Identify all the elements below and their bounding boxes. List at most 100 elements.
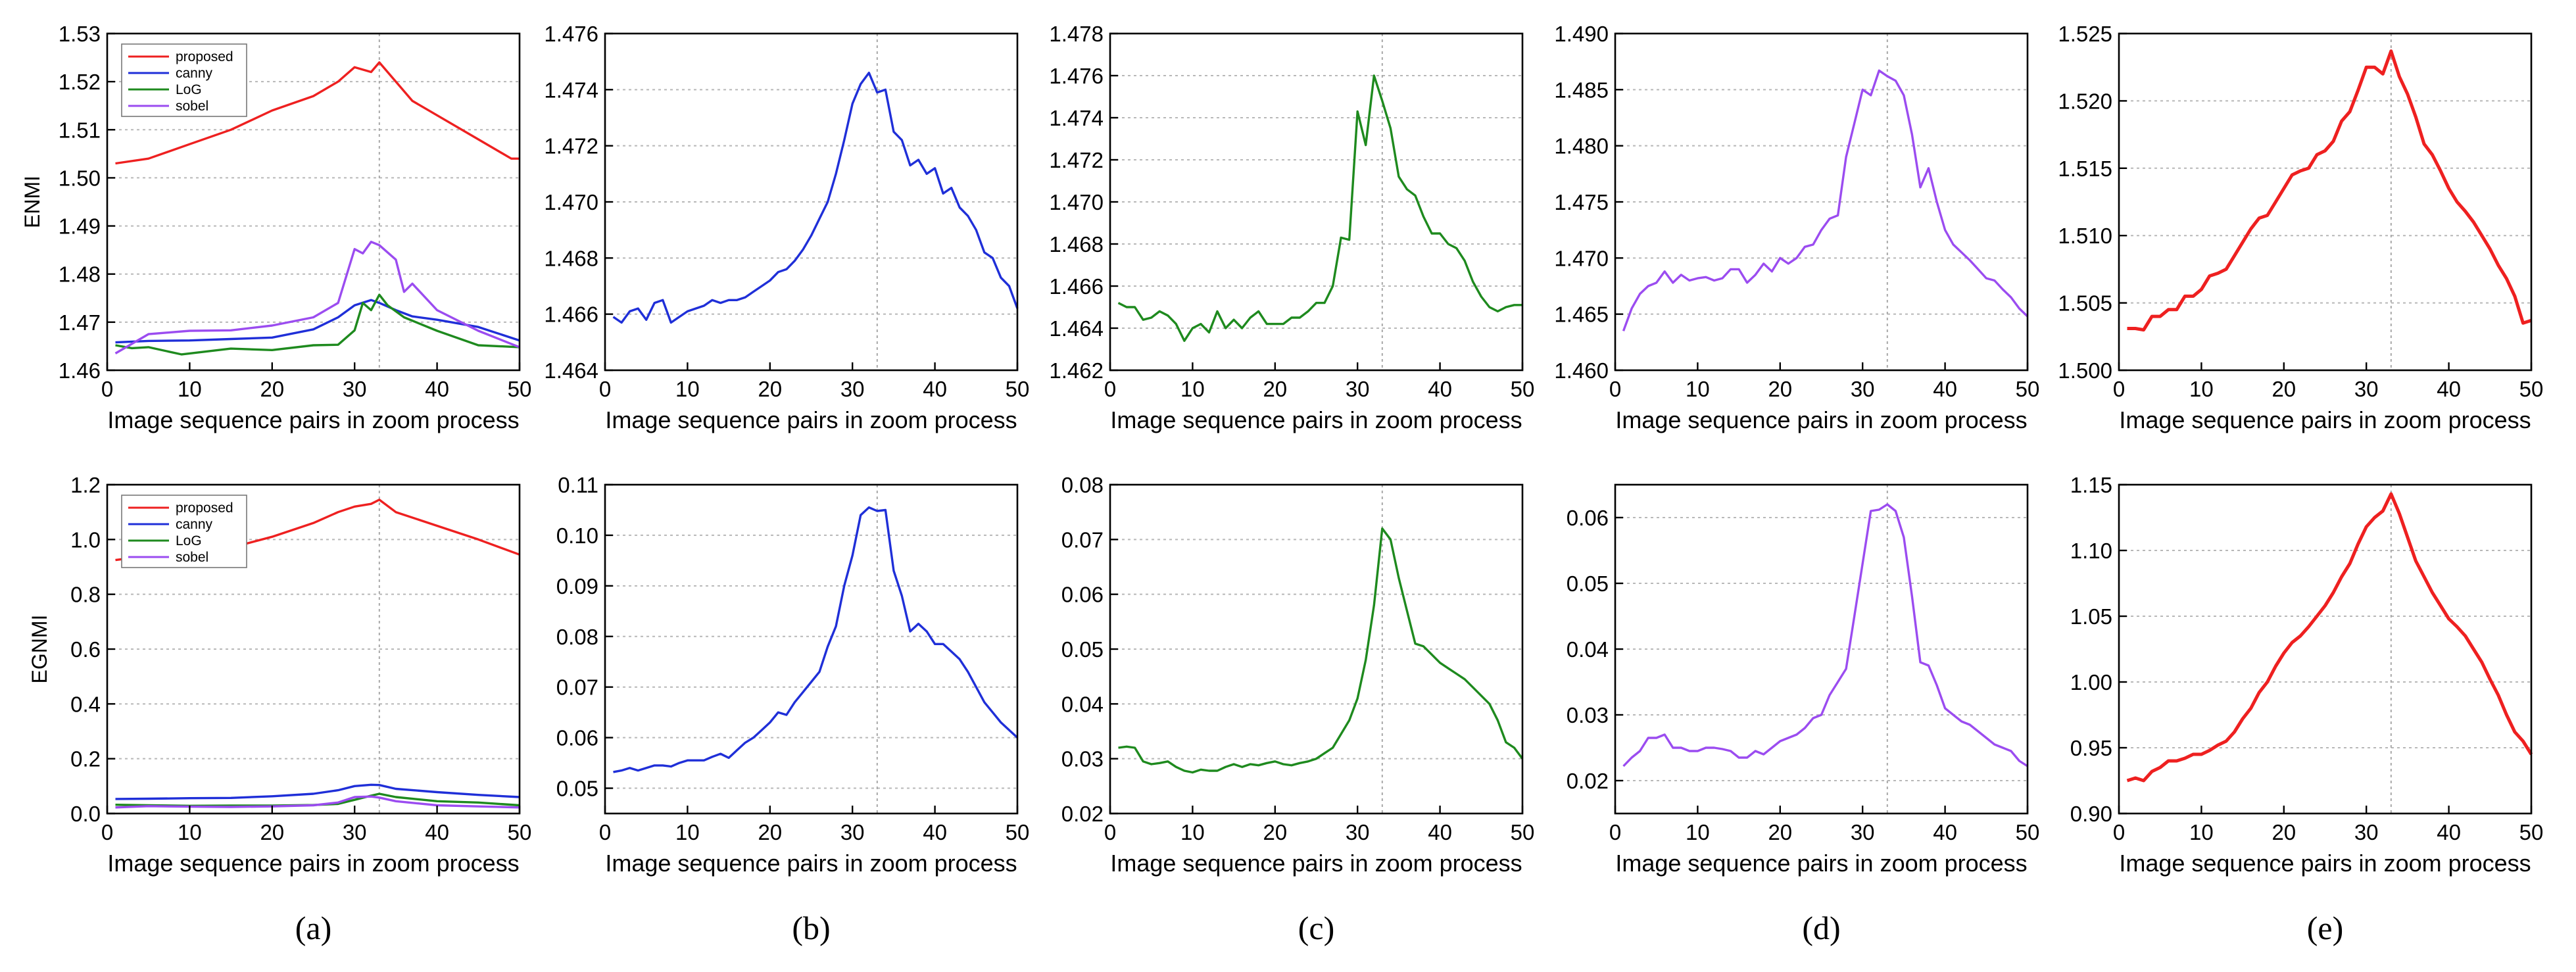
- x-tick-label: 50: [1511, 377, 1535, 401]
- y-tick-label: 0.06: [1567, 506, 1609, 530]
- y-tick-label: 1.10: [2070, 539, 2112, 563]
- panel-caption: (e): [2307, 910, 2344, 946]
- y-tick-label: 1.53: [59, 22, 101, 46]
- y-tick-label: 1.525: [2058, 22, 2112, 46]
- y-tick-label: 0.06: [556, 726, 598, 750]
- y-tick-label: 1.468: [544, 246, 598, 270]
- x-tick-label: 50: [508, 820, 532, 844]
- x-tick-label: 40: [1933, 820, 1957, 844]
- x-tick-label: 0: [101, 820, 113, 844]
- series-line-canny: [613, 506, 1019, 773]
- y-tick-label: 0.07: [1061, 527, 1104, 552]
- y-tick-label: 0.90: [2070, 802, 2112, 826]
- y-tick-label: 0.11: [558, 473, 598, 497]
- y-tick-label: 1.476: [544, 22, 598, 46]
- y-tick-label: 1.480: [1554, 134, 1609, 158]
- x-tick-label: 10: [1686, 377, 1710, 401]
- x-tick-label: 30: [840, 820, 865, 844]
- x-tick-label: 30: [840, 377, 865, 401]
- y-tick-label: 1.470: [1049, 190, 1104, 214]
- y-tick-label: 1.466: [1049, 274, 1104, 299]
- y-tick-label: 0.2: [70, 747, 101, 771]
- x-tick-label: 20: [260, 820, 284, 844]
- x-axis-title: Image sequence pairs in zoom process: [1615, 850, 2027, 877]
- x-tick-label: 10: [1686, 820, 1710, 844]
- x-tick-label: 10: [2189, 820, 2214, 844]
- y-tick-label: 1.48: [59, 262, 101, 287]
- y-axis-title: ENMI: [20, 176, 44, 228]
- x-tick-label: 0: [599, 377, 611, 401]
- y-tick-label: 0.02: [1061, 802, 1104, 826]
- x-tick-label: 50: [508, 377, 532, 401]
- x-tick-label: 30: [343, 820, 367, 844]
- series-line-sobel: [115, 795, 520, 809]
- chart-d-enmi: 0 10 20 30 40 50 1.460 1.465 1.470 1.475 1.480 1.48…: [1554, 22, 2039, 433]
- x-tick-label: 10: [675, 377, 700, 401]
- x-axis-title: Image sequence pairs in zoom process: [1110, 850, 1522, 877]
- y-tick-label: 1.474: [1049, 106, 1104, 130]
- y-tick-label: 1.485: [1554, 78, 1609, 102]
- y-tick-label: 0.06: [1061, 583, 1104, 607]
- chart-c-enmi: 0 10 20 30 40 50 1.462 1.464 1.466 1.468 1.470 1.47…: [1049, 22, 1534, 433]
- x-tick-label: 20: [758, 377, 782, 401]
- y-tick-label: 1.510: [2058, 224, 2112, 248]
- x-tick-label: 50: [2016, 377, 2040, 401]
- y-tick-label: 0.07: [556, 675, 598, 700]
- plot-frame: [2118, 483, 2533, 815]
- x-tick-label: 20: [1768, 820, 1792, 844]
- panel-caption: (d): [1802, 910, 1840, 946]
- y-tick-label: 1.474: [544, 78, 598, 102]
- y-tick-label: 0.05: [1061, 637, 1104, 662]
- chart-c-egnmi: 0 10 20 30 40 50 0.02 0.03 0.04 0.05 0.06 0.07 0.08 I…: [1061, 473, 1535, 946]
- y-tick-label: 1.51: [59, 118, 101, 142]
- series-line-sobel: [1622, 503, 2028, 767]
- y-tick-label: 1.478: [1049, 22, 1104, 46]
- x-tick-label: 0: [101, 377, 113, 401]
- y-tick-label: 0.95: [2070, 736, 2112, 760]
- x-tick-label: 0: [1609, 820, 1621, 844]
- series-line-canny: [612, 71, 1019, 324]
- y-tick-label: 1.476: [1049, 64, 1104, 88]
- x-tick-label: 10: [178, 820, 202, 844]
- y-tick-label: 1.475: [1554, 190, 1609, 214]
- y-tick-label: 0.09: [556, 574, 598, 598]
- x-tick-label: 30: [2354, 377, 2379, 401]
- x-tick-label: 50: [2519, 820, 2544, 844]
- y-tick-label: 1.00: [2070, 670, 2112, 694]
- y-tick-label: 1.505: [2058, 291, 2112, 316]
- y-tick-label: 0.03: [1061, 747, 1104, 771]
- y-tick-label: 1.52: [59, 70, 101, 94]
- y-tick-label: 0.0: [70, 802, 101, 826]
- x-tick-label: 50: [2016, 820, 2040, 844]
- y-tick-label: 1.47: [59, 310, 101, 335]
- legend-label-proposed: proposed: [176, 49, 233, 64]
- y-tick-label: 1.05: [2070, 604, 2112, 629]
- y-tick-label: 1.520: [2058, 89, 2112, 113]
- x-axis-title: Image sequence pairs in zoom process: [1615, 406, 2027, 433]
- chart-d-egnmi: 0 10 20 30 40 50 0.02 0.03 0.04 0.05 0.06 Image seq…: [1567, 483, 2040, 946]
- x-axis-title: Image sequence pairs in zoom process: [107, 406, 519, 433]
- chart-e-enmi: 0 10 20 30 40 50 1.500 1.505 1.510 1.515 1.520 1.52…: [2058, 22, 2543, 433]
- x-tick-label: 10: [2189, 377, 2214, 401]
- x-tick-label: 0: [2113, 820, 2125, 844]
- x-tick-label: 20: [1263, 377, 1287, 401]
- y-tick-label: 1.50: [59, 166, 101, 190]
- legend-label-sobel: sobel: [176, 550, 208, 565]
- x-tick-label: 20: [1263, 820, 1287, 844]
- y-tick-label: 1.472: [1049, 148, 1104, 172]
- series-line-LoG: [1118, 527, 1524, 774]
- x-axis-title: Image sequence pairs in zoom process: [2119, 406, 2531, 433]
- legend-label-LoG: LoG: [176, 82, 202, 97]
- x-tick-label: 40: [1428, 820, 1452, 844]
- x-tick-label: 0: [599, 820, 611, 844]
- y-tick-label: 1.462: [1049, 358, 1104, 383]
- x-tick-label: 10: [178, 377, 202, 401]
- x-tick-label: 0: [1609, 377, 1621, 401]
- y-tick-label: 1.464: [544, 358, 598, 383]
- legend-label-canny: canny: [176, 66, 213, 81]
- y-tick-label: 1.490: [1554, 22, 1609, 46]
- y-tick-label: 0.04: [1061, 692, 1104, 716]
- y-tick-label: 1.15: [2070, 473, 2112, 497]
- x-tick-label: 30: [1851, 377, 1875, 401]
